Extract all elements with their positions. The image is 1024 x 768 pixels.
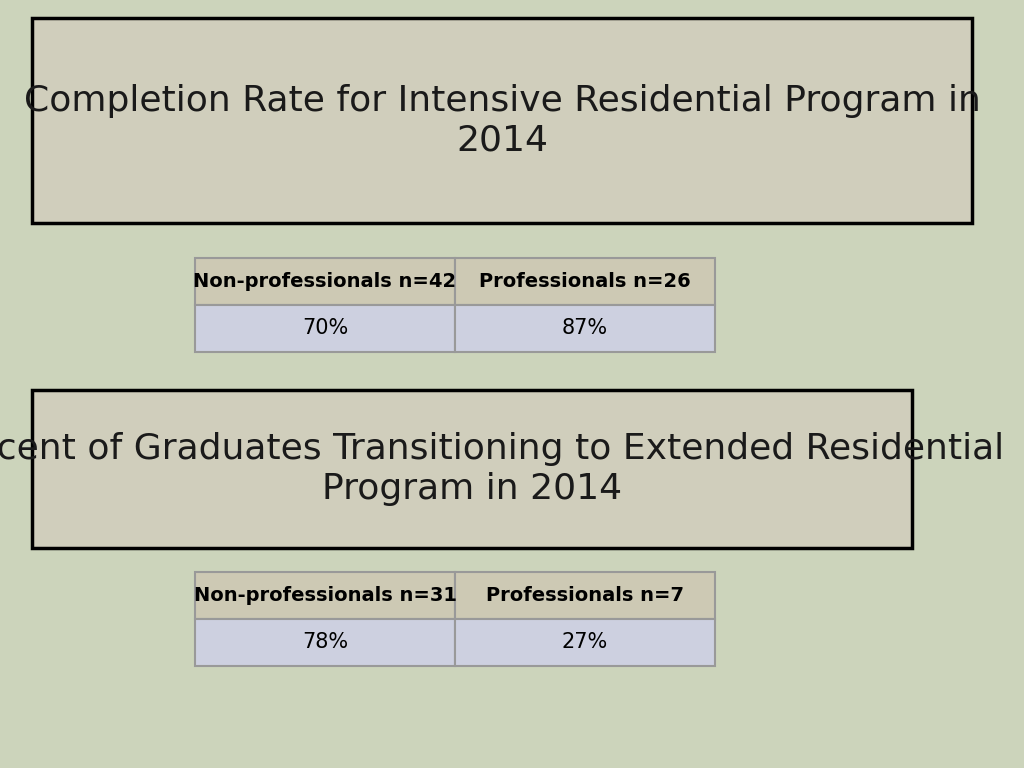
Text: Non-professionals n=42: Non-professionals n=42 [194, 272, 457, 291]
Text: Professionals n=26: Professionals n=26 [479, 272, 691, 291]
FancyBboxPatch shape [32, 390, 912, 548]
Text: 87%: 87% [562, 319, 608, 339]
FancyBboxPatch shape [195, 619, 455, 666]
Text: Non-professionals n=31: Non-professionals n=31 [194, 586, 457, 605]
Text: 78%: 78% [302, 633, 348, 653]
FancyBboxPatch shape [32, 18, 972, 223]
Text: 27%: 27% [562, 633, 608, 653]
Text: Percent of Graduates Transitioning to Extended Residential
Program in 2014: Percent of Graduates Transitioning to Ex… [0, 432, 1005, 505]
FancyBboxPatch shape [455, 572, 715, 619]
FancyBboxPatch shape [455, 305, 715, 352]
Text: Completion Rate for Intensive Residential Program in
2014: Completion Rate for Intensive Residentia… [24, 84, 980, 157]
FancyBboxPatch shape [195, 572, 455, 619]
Text: Professionals n=7: Professionals n=7 [486, 586, 684, 605]
FancyBboxPatch shape [195, 305, 455, 352]
Text: 70%: 70% [302, 319, 348, 339]
FancyBboxPatch shape [195, 258, 455, 305]
FancyBboxPatch shape [455, 619, 715, 666]
FancyBboxPatch shape [455, 258, 715, 305]
